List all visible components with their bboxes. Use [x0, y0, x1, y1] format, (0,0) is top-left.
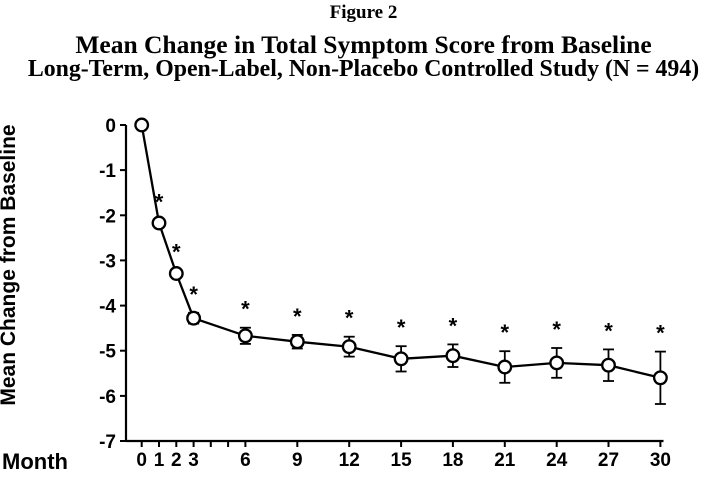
- svg-text:-7: -7: [99, 432, 116, 453]
- svg-text:1: 1: [154, 450, 165, 471]
- svg-text:*: *: [449, 313, 458, 338]
- svg-text:30: 30: [650, 450, 671, 471]
- svg-text:6: 6: [240, 450, 251, 471]
- svg-text:0: 0: [136, 450, 147, 471]
- svg-text:-2: -2: [99, 206, 116, 227]
- svg-text:*: *: [501, 320, 510, 345]
- svg-text:*: *: [172, 239, 181, 264]
- svg-text:27: 27: [598, 450, 619, 471]
- svg-text:3: 3: [188, 450, 199, 471]
- svg-text:*: *: [155, 190, 164, 215]
- svg-text:21: 21: [494, 450, 516, 471]
- svg-text:*: *: [293, 304, 302, 329]
- svg-text:-3: -3: [99, 251, 116, 272]
- svg-text:-6: -6: [99, 387, 116, 408]
- svg-text:-1: -1: [99, 161, 116, 182]
- svg-text:-5: -5: [99, 342, 116, 363]
- svg-text:-4: -4: [99, 297, 116, 318]
- svg-text:9: 9: [292, 450, 303, 471]
- svg-text:*: *: [656, 321, 665, 346]
- svg-text:*: *: [345, 306, 354, 331]
- svg-text:*: *: [604, 318, 613, 343]
- svg-text:24: 24: [546, 450, 568, 471]
- svg-text:12: 12: [339, 450, 360, 471]
- svg-text:*: *: [189, 282, 198, 307]
- svg-text:*: *: [552, 317, 561, 342]
- svg-text:*: *: [241, 297, 250, 322]
- svg-text:0: 0: [105, 116, 116, 137]
- svg-text:2: 2: [171, 450, 182, 471]
- svg-text:*: *: [397, 315, 406, 340]
- svg-text:15: 15: [391, 450, 413, 471]
- svg-text:18: 18: [442, 450, 463, 471]
